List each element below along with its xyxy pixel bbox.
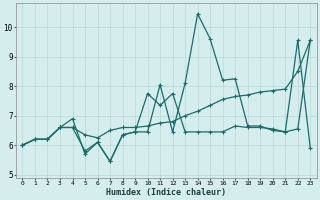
X-axis label: Humidex (Indice chaleur): Humidex (Indice chaleur) [106, 188, 226, 197]
